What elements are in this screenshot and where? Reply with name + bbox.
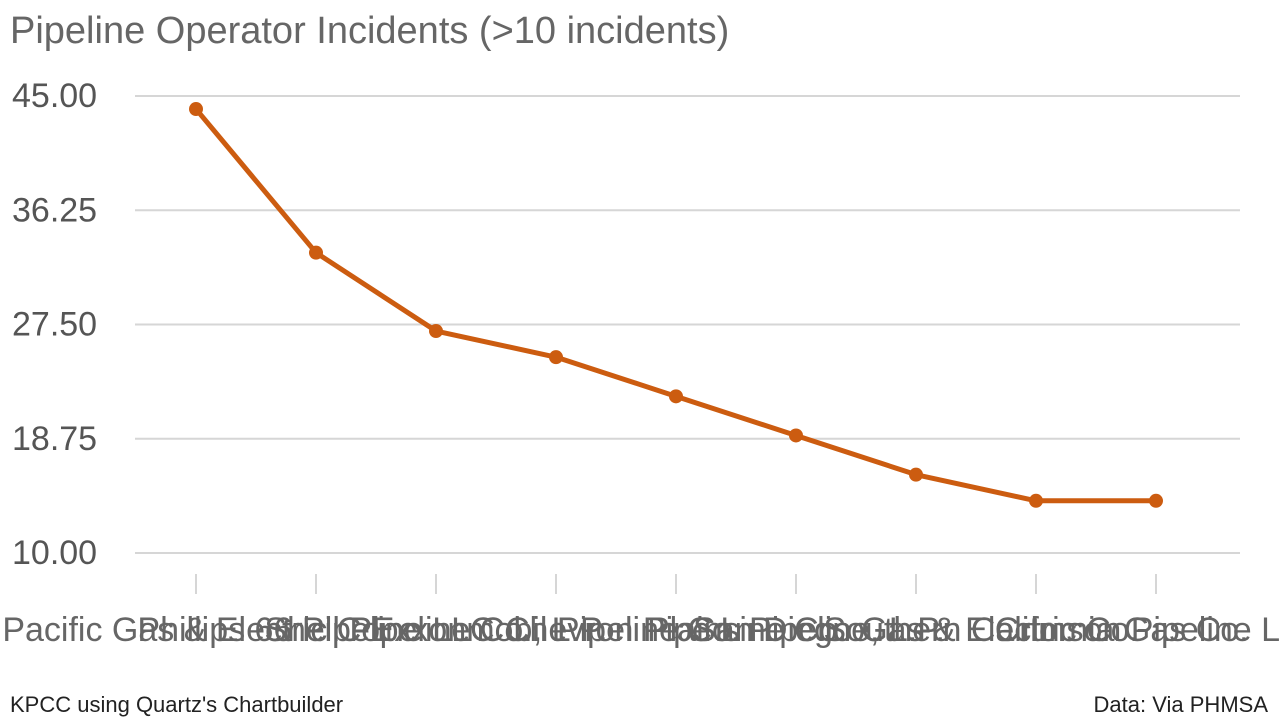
x-tick-label: Shell Pipeline Co., L.P. xyxy=(264,611,607,649)
x-tick-label: Southern California Gas Co. xyxy=(823,611,1248,649)
x-tick-label: Pacific Gas & Electric Co. xyxy=(2,611,389,649)
data-source: Data: Via PHMSA xyxy=(1093,692,1268,717)
x-tick-label: Phillips 66 Pipeline LLC xyxy=(137,611,494,649)
x-tick-label: Crimson Pipeline L.P. xyxy=(995,611,1280,649)
x-tick-label: San Diego Gas & Electric Co. xyxy=(693,611,1139,649)
x-tick-label: Chevron Pipe Line Co. xyxy=(505,611,847,649)
y-tick-label: 45.00 xyxy=(12,77,97,115)
y-tick-label: 27.50 xyxy=(12,306,97,344)
data-point xyxy=(429,324,443,339)
data-point xyxy=(549,350,563,365)
series-line xyxy=(193,106,1159,504)
y-tick-label: 36.25 xyxy=(12,191,97,229)
data-point xyxy=(1149,493,1163,508)
x-tick-label: Plains Pipeline, L.P. xyxy=(647,611,945,649)
chart-credit: KPCC using Quartz's Chartbuilder xyxy=(10,692,344,717)
data-point xyxy=(909,467,923,482)
y-tick-label: 10.00 xyxy=(12,534,97,572)
data-point xyxy=(669,389,683,404)
x-tick-label: Exxonmobil Pipeline Co. xyxy=(372,611,741,649)
data-point xyxy=(789,428,803,443)
data-point xyxy=(189,102,203,117)
data-point xyxy=(1029,493,1043,508)
data-point xyxy=(309,245,323,260)
y-tick-label: 18.75 xyxy=(12,420,97,458)
chart-title: Pipeline Operator Incidents (>10 inciden… xyxy=(10,10,730,52)
